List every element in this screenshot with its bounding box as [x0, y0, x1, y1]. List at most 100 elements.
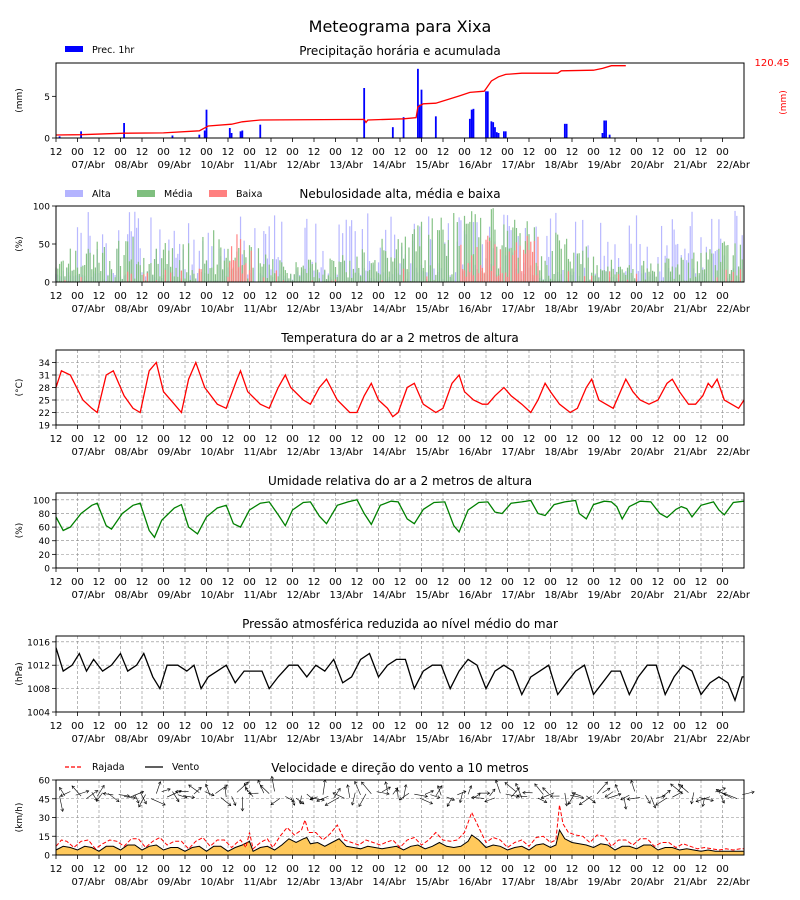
humidity-xtick-label: 00: [157, 577, 170, 588]
wind-direction-arrow: [381, 786, 391, 793]
cloud-bar-baixa: [494, 244, 496, 282]
cloud-bar-média: [655, 276, 657, 282]
cloud-bar-alta: [410, 263, 412, 282]
cloud-bar-alta: [189, 275, 191, 282]
wind-arrow-head: [270, 775, 274, 780]
cloud-bar-alta: [207, 232, 209, 282]
wind-direction-arrow: [322, 779, 326, 795]
temp-xtick-label: 12: [652, 434, 665, 445]
wind-direction-arrow: [118, 794, 130, 797]
precip-xtick-label: 12: [265, 147, 278, 158]
cloud-bar-média: [379, 274, 381, 282]
wind-direction-arrow: [156, 781, 161, 794]
cloud-bar-baixa: [463, 270, 466, 282]
cloud-bar-média: [204, 263, 206, 282]
cloud-bar-média: [164, 243, 166, 282]
wind-arrow-head: [549, 794, 554, 798]
cloud-bar-alta: [646, 246, 648, 282]
cloud-bar-baixa: [483, 272, 485, 282]
wind-arrow-head: [567, 801, 572, 805]
pressure-date-label: 18/Abr: [545, 734, 579, 745]
precip-date-label: 12/Abr: [287, 160, 321, 171]
humidity-xtick-label: 12: [480, 577, 493, 588]
precip-title: Precipitação horária e acumulada: [299, 44, 501, 58]
pressure-xtick-label: 00: [329, 721, 342, 732]
chart-panels: Precipitação horária e acumulada 0 5 (mm) 12…: [15, 44, 790, 888]
precip-bar: [495, 132, 498, 138]
cloud-bar-média: [84, 264, 86, 282]
cloud-bar-alta: [273, 215, 276, 282]
wind-arrow-head: [451, 797, 456, 801]
humidity-xtick-label: 12: [93, 577, 106, 588]
wind-direction-arrow: [75, 790, 89, 796]
cloud-bar-baixa: [496, 276, 498, 282]
precip-xtick-label: 00: [415, 147, 428, 158]
cloud-bar-média: [578, 253, 580, 282]
cloud-bar-média: [546, 265, 548, 282]
pressure-ytick-label: 1012: [27, 662, 50, 672]
pressure-title: Pressão atmosférica reduzida ao nível mé…: [242, 617, 558, 631]
cloud-bar-média: [336, 277, 338, 282]
cloud-bar-baixa: [311, 280, 313, 282]
wind-date-label: 18/Abr: [545, 877, 579, 888]
wind-arrow-head: [395, 788, 400, 793]
cloud-bar-média: [173, 276, 175, 282]
cloud-bar-alta: [322, 250, 324, 282]
humidity-ytick-label: 100: [33, 496, 50, 506]
wind-xtick-label: 12: [136, 864, 149, 875]
temp-date-label: 19/Abr: [588, 447, 622, 458]
cloud-bar-média: [625, 274, 627, 282]
wind-xtick-label: 12: [308, 864, 321, 875]
humidity-date-label: 15/Abr: [416, 590, 450, 601]
cloud-bar-média: [141, 274, 143, 282]
cloud-bar-baixa: [523, 249, 525, 282]
cloud-bar-média: [202, 236, 204, 282]
precip-bar: [363, 88, 366, 138]
humidity-date-label: 12/Abr: [287, 590, 321, 601]
humidity-date-label: 11/Abr: [244, 590, 278, 601]
cloud-bar-média: [456, 222, 458, 282]
wind-arrow-head: [337, 787, 341, 792]
cloud-bar-alta: [247, 274, 249, 282]
pressure-xtick-label: 12: [566, 721, 579, 732]
wind-direction-arrow: [424, 790, 434, 795]
cloud-bar-média: [241, 265, 243, 282]
cloud-bar-média: [316, 269, 319, 282]
precip-date-label: 20/Abr: [631, 160, 665, 171]
cloud-bar-média: [573, 252, 575, 282]
cloud-bar-média: [168, 250, 170, 282]
cloud-bar-média: [469, 221, 471, 282]
wind-arrow-head: [223, 786, 228, 790]
cloud-bar-média: [413, 229, 415, 282]
cloud-bar-média: [682, 259, 684, 282]
wind-date-label: 07/Abr: [72, 877, 106, 888]
cloud-bar-média: [101, 252, 104, 282]
wind-arrow-head: [233, 802, 237, 806]
cloud-bar-média: [566, 238, 568, 282]
pressure-date-label: 17/Abr: [502, 734, 536, 745]
cloud-bar-média: [653, 271, 656, 282]
cloud-bar-alta: [304, 227, 306, 282]
cloud-bar-média: [408, 247, 410, 282]
wind-arrow-head: [198, 787, 202, 791]
temp-xtick-label: 12: [179, 434, 192, 445]
wind-arrow-head: [354, 780, 358, 785]
wind-xtick-label: 12: [394, 864, 407, 875]
humidity-xtick-label: 12: [222, 577, 235, 588]
cloud-bar-alta: [263, 231, 265, 282]
cloud-bar-média: [542, 279, 544, 282]
wind-direction-arrow: [596, 781, 608, 794]
cloud-bar-média: [130, 259, 132, 282]
cloud-bar-média: [557, 234, 559, 282]
precip-bar: [601, 133, 604, 138]
cloud-bar-média: [675, 267, 677, 282]
wind-direction-arrow: [419, 797, 433, 805]
cloud-bar-alta: [177, 253, 179, 282]
cloud-bar-média: [58, 263, 61, 282]
wind-direction-arrow: [161, 788, 171, 792]
wind-arrow-head: [604, 781, 608, 785]
cloud-bar-média: [428, 234, 430, 282]
temp-xtick-label: 00: [544, 434, 557, 445]
precip-bar: [391, 127, 394, 138]
cloud-bar-baixa: [528, 249, 530, 282]
